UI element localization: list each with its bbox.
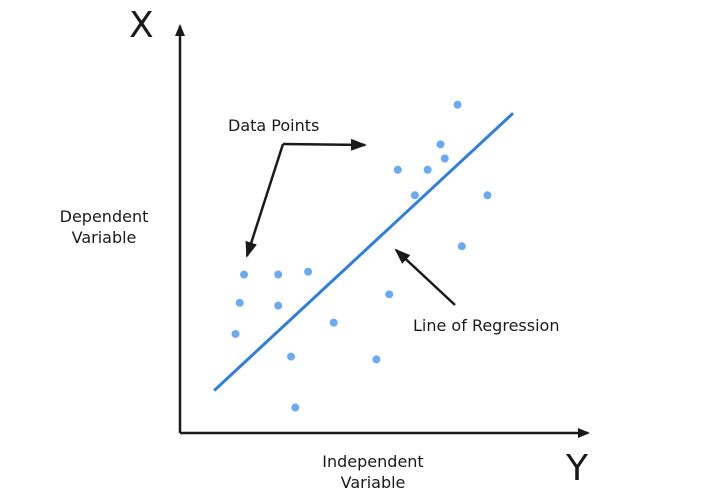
- data-point: [274, 270, 283, 279]
- x-axis-title: Independent Variable: [297, 451, 449, 493]
- data-point: [304, 267, 313, 276]
- data-point: [240, 270, 249, 279]
- x-axis-letter: Y: [566, 448, 588, 489]
- data-points-callout-arrow: [245, 143, 285, 258]
- data-marks: [213, 100, 515, 412]
- data-point: [483, 191, 492, 200]
- x-axis-title-line2: Variable: [340, 473, 406, 492]
- data-point: [410, 191, 419, 200]
- data-points-label: Data Points: [228, 116, 320, 135]
- data-point: [231, 329, 240, 338]
- data-point: [393, 165, 402, 174]
- regression-line: [213, 112, 515, 392]
- data-point: [423, 165, 432, 174]
- data-point: [436, 140, 445, 149]
- regression-callout-arrow: [394, 248, 456, 306]
- y-axis-letter: X: [129, 5, 154, 46]
- data-point: [453, 100, 462, 109]
- data-point: [287, 352, 296, 361]
- line-of-regression-label: Line of Regression: [413, 316, 560, 335]
- data-point: [385, 290, 394, 299]
- data-point: [235, 298, 244, 307]
- data-point: [274, 301, 283, 310]
- data-point: [440, 154, 449, 163]
- x-axis-title-line1: Independent: [322, 452, 424, 471]
- data-point: [372, 355, 381, 364]
- y-axis-title-line2: Variable: [71, 228, 137, 247]
- y-axis-title-line1: Dependent: [59, 207, 149, 226]
- data-point: [291, 403, 300, 412]
- data-point: [457, 242, 466, 251]
- data-point: [329, 318, 338, 327]
- y-axis-title: Dependent Variable: [40, 206, 168, 248]
- data-points-callout-arrow-right: [282, 138, 367, 151]
